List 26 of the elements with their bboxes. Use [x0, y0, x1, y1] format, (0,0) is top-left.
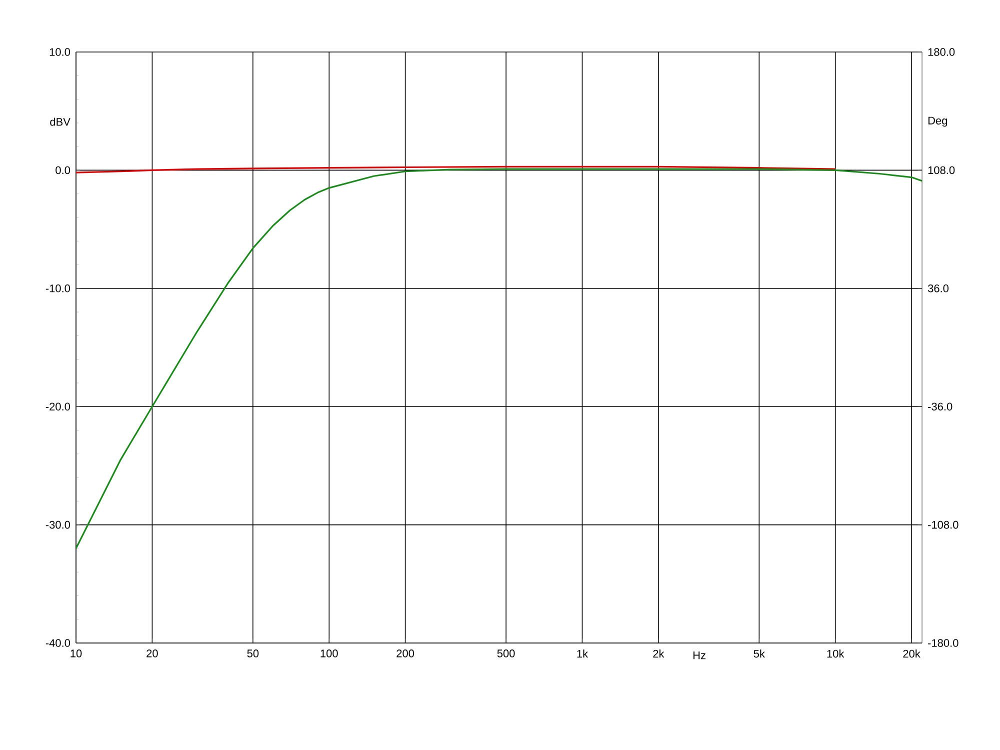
x-tick-label: 20: [146, 650, 158, 658]
y-tick-label: -30.0: [46, 520, 70, 529]
y-tick-label: -10.0: [46, 284, 70, 292]
x-tick-label: 500: [497, 650, 515, 658]
y2-tick-label: -180.0: [928, 639, 958, 647]
y2-tick-label: -36.0: [928, 402, 952, 410]
x-tick-label: 1k: [577, 650, 588, 658]
x-tick-label: 50: [247, 650, 259, 658]
y2-tick-label: 180.0: [928, 48, 955, 56]
x-tick-label: 2k: [653, 650, 664, 658]
y2-tick-label: 108.0: [928, 166, 955, 174]
y2-tick-label: -108.0: [928, 520, 958, 529]
x-tick-label: 5k: [754, 650, 765, 658]
x-tick-label: 20k: [903, 650, 920, 658]
x-tick-label: 10k: [827, 650, 844, 658]
y-tick-label: -40.0: [46, 639, 70, 647]
x-tick-label: 100: [320, 650, 338, 658]
x-tick-label: 10: [70, 650, 82, 658]
y-tick-label: -20.0: [46, 402, 70, 410]
y2-axis-title: Deg: [928, 116, 948, 127]
y-tick-label: 0.0: [56, 166, 70, 174]
x-axis-title: Hz: [693, 652, 706, 660]
x-tick-label: 200: [396, 650, 414, 658]
y-tick-label: 10.0: [50, 48, 70, 56]
y2-tick-label: 36.0: [928, 284, 949, 292]
y-axis-title: dBV: [50, 118, 70, 126]
